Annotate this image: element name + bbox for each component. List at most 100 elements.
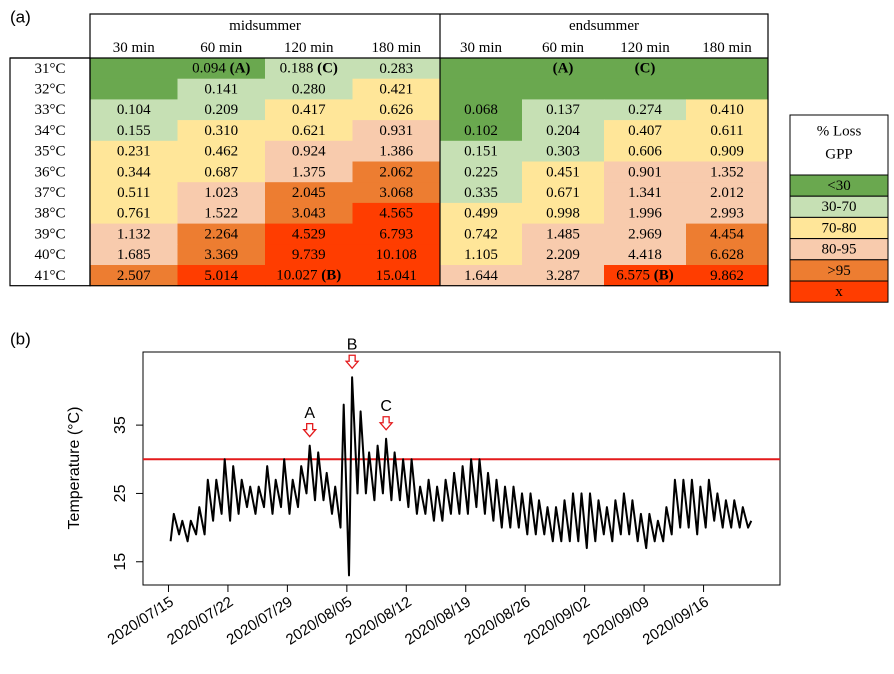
cell-text: 0.499 [464, 206, 498, 222]
cell-fill [177, 223, 266, 245]
legend-label: <30 [827, 178, 850, 194]
cell-fill [686, 140, 769, 162]
cell-text: 1.341 [628, 185, 662, 201]
cell-text: 0.511 [117, 185, 150, 201]
annotation-arrow [344, 354, 360, 370]
cell-fill [440, 265, 523, 287]
cell-fill [265, 161, 353, 183]
cell-fill [352, 120, 441, 142]
cell-text: 0.901 [628, 164, 662, 180]
cell-fill [177, 202, 266, 225]
cell-text: (A) [553, 61, 574, 77]
x-tick-label: 2020/09/09 [580, 593, 652, 648]
y-tick-label: 35 [112, 416, 129, 434]
cell-fill [604, 223, 687, 245]
cell-text: 15.041 [376, 268, 417, 284]
cell-value: 0.094 [192, 61, 226, 77]
cell-text: 1.644 [464, 268, 498, 284]
cell-text: 0.611 [710, 123, 743, 139]
cell-text: 0.310 [204, 123, 238, 139]
cell-note: (B) [321, 268, 341, 284]
cell-fill [522, 265, 605, 287]
cell-text: 10.108 [376, 247, 417, 263]
cell-fill [522, 78, 605, 100]
cell-fill [265, 202, 353, 225]
cell-fill [440, 78, 523, 100]
cell-text: 2.209 [546, 247, 580, 263]
cell-text: 0.155 [117, 123, 151, 139]
cell-fill [440, 161, 523, 183]
cell-fill [265, 223, 353, 245]
cell-fill [265, 265, 353, 287]
cell-text: 0.924 [292, 144, 326, 160]
cell-text: 6.628 [710, 247, 744, 263]
cell-text: 0.274 [628, 102, 662, 118]
cell-fill [440, 182, 523, 204]
cell-fill [686, 265, 769, 287]
cell-fill [522, 182, 605, 204]
cell-fill [440, 99, 523, 121]
column-header: 120 min [620, 40, 670, 56]
cell-fill [90, 140, 178, 162]
cell-fill [686, 78, 769, 100]
cell-fill [440, 223, 523, 245]
cell-fill [686, 244, 769, 266]
cell-fill [265, 140, 353, 162]
cell-fill [352, 58, 441, 80]
row-label: 40°C [34, 247, 65, 263]
row-label: 34°C [34, 123, 65, 139]
column-header: 30 min [460, 40, 503, 56]
annotation-label: B [347, 337, 358, 354]
cell-note: (B) [654, 268, 674, 284]
cell-fill [604, 244, 687, 266]
cell-fill [177, 265, 266, 287]
cell-fill [604, 120, 687, 142]
legend-label: x [835, 284, 843, 300]
cell-fill [177, 182, 266, 204]
cell-value: 6.575 [616, 268, 650, 284]
cell-text: 0.421 [379, 81, 413, 97]
cell-fill [265, 58, 353, 80]
row-label: 33°C [34, 102, 65, 118]
cell-text: 0.280 [292, 81, 326, 97]
cell-value: 0.188 [280, 61, 314, 77]
cell-fill [522, 99, 605, 121]
x-tick-label: 2020/07/15 [105, 593, 177, 648]
cell-text: 0.188 (C) [280, 61, 338, 77]
cell-value: 10.027 [276, 268, 318, 284]
legend-label: 70-80 [822, 220, 857, 236]
annotation-label: A [304, 405, 315, 422]
cell-fill [265, 99, 353, 121]
cell-text: 0.761 [117, 206, 151, 222]
cell-fill [686, 99, 769, 121]
cell-fill [440, 244, 523, 266]
cell-note: (A) [553, 61, 574, 77]
cell-text: 0.998 [546, 206, 580, 222]
cell-text: 1.996 [628, 206, 662, 222]
cell-text: 1.132 [117, 226, 151, 242]
cell-fill [686, 182, 769, 204]
cell-text: 6.793 [379, 226, 413, 242]
cell-fill [352, 140, 441, 162]
cell-fill [522, 202, 605, 225]
cell-text: 0.606 [628, 144, 662, 160]
y-tick-label: 15 [112, 553, 129, 571]
cell-text: 0.407 [628, 123, 662, 139]
x-tick-label: 2020/09/02 [521, 593, 593, 648]
cell-fill [522, 120, 605, 142]
cell-fill [352, 202, 441, 225]
cell-fill [177, 78, 266, 100]
cell-text: 0.137 [546, 102, 580, 118]
cell-text: 6.575 (B) [616, 268, 674, 284]
cell-fill [686, 161, 769, 183]
plot-frame [142, 351, 781, 586]
group-header: midsummer [229, 18, 301, 34]
column-header: 120 min [284, 40, 334, 56]
cell-text: 1.485 [546, 226, 580, 242]
legend-label: 30-70 [822, 199, 857, 215]
x-tick-label: 2020/08/05 [283, 593, 355, 648]
cell-fill [177, 140, 266, 162]
column-header: 60 min [542, 40, 585, 56]
cell-fill [522, 161, 605, 183]
